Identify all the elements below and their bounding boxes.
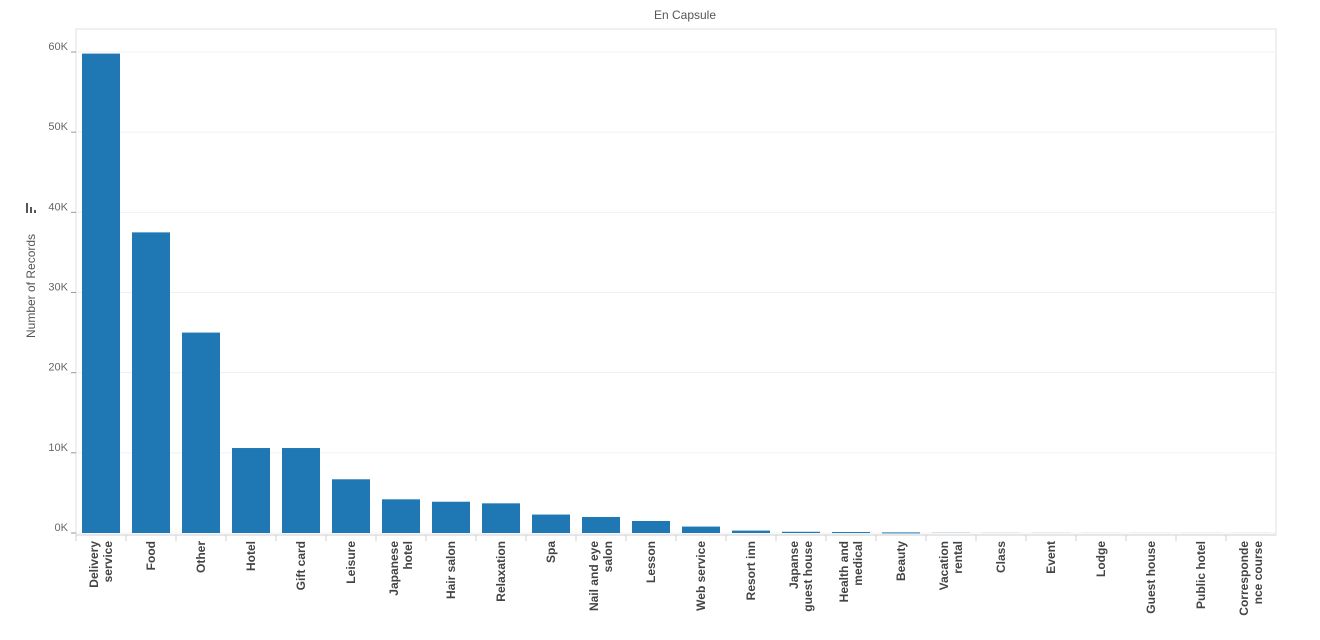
chart-frame: 0K 10K 20K 30K 40K 50K 60K Deliveryservice Food…: [10, 0, 1320, 640]
x-tick-label: Japanseguest house: [787, 541, 815, 612]
y-tick-label: 30K: [48, 282, 68, 294]
bar[interactable]: [132, 232, 170, 533]
bar[interactable]: [432, 501, 470, 533]
y-tick-label: 10K: [48, 442, 68, 454]
chart-title: En Capsule: [653, 8, 717, 22]
x-tick-label: Public hotel: [1194, 541, 1208, 609]
bar[interactable]: [82, 53, 120, 533]
x-tick-label: Event: [1044, 541, 1058, 574]
bar[interactable]: [682, 526, 720, 533]
bar[interactable]: [732, 530, 770, 533]
bar[interactable]: [582, 516, 620, 533]
bar[interactable]: [232, 448, 270, 533]
x-tick-label: Japanesehotel: [387, 541, 415, 596]
bar[interactable]: [282, 448, 320, 533]
x-tick-label: Nail and eyesalon: [587, 541, 615, 611]
y-axis-label: Number of Records: [24, 234, 38, 338]
x-tick-label: Relaxation: [494, 541, 508, 602]
x-tick-label: Resort inn: [744, 541, 758, 600]
x-tick-label: Food: [144, 541, 158, 570]
x-tick-label: Vacationrental: [937, 541, 965, 590]
x-tick-label: Hotel: [244, 541, 258, 571]
x-tick-label: Beauty: [894, 541, 908, 581]
x-tick-label: Deliveryservice: [87, 541, 115, 588]
x-tick-label: Lesson: [644, 541, 658, 583]
plot-area: [75, 28, 1277, 536]
bar[interactable]: [632, 520, 670, 533]
y-axis-ticks: 0K 10K 20K 30K 40K 50K 60K: [48, 41, 76, 534]
y-tick-label: 50K: [48, 121, 68, 133]
y-tick-label: 20K: [48, 362, 68, 374]
x-tick-label: Other: [194, 541, 208, 573]
gridlines: [76, 51, 1276, 534]
x-tick-label: Leisure: [344, 541, 358, 584]
x-tick-label: Spa: [544, 541, 558, 563]
x-tick-label: Web service: [694, 541, 708, 611]
bar[interactable]: [832, 532, 870, 534]
bar[interactable]: [782, 531, 820, 533]
y-tick-label: 0K: [55, 522, 69, 534]
x-tick-label: Lodge: [1094, 541, 1108, 577]
bars: [82, 53, 1270, 534]
sort-icon[interactable]: [26, 203, 36, 213]
x-tick-label: Gift card: [294, 541, 308, 590]
x-tick-label: Class: [994, 541, 1008, 573]
x-tick-label: Guest house: [1144, 541, 1158, 614]
bar[interactable]: [382, 499, 420, 533]
y-tick-label: 60K: [48, 41, 68, 53]
x-tick-label: Health andmedical: [837, 541, 865, 602]
bar[interactable]: [532, 514, 570, 533]
y-tick-label: 40K: [48, 201, 68, 213]
x-tick-label: Hair salon: [444, 541, 458, 599]
bar[interactable]: [482, 503, 520, 533]
bar-chart: 0K 10K 20K 30K 40K 50K 60K Deliveryservice Food…: [24, 28, 1277, 616]
bar[interactable]: [182, 332, 220, 533]
x-tick-label: Correspondence course: [1237, 541, 1265, 616]
bar[interactable]: [332, 479, 370, 533]
bar[interactable]: [882, 532, 920, 534]
x-axis-ticks: Deliveryservice Food Other Hotel Gift card Le…: [75, 535, 1265, 616]
